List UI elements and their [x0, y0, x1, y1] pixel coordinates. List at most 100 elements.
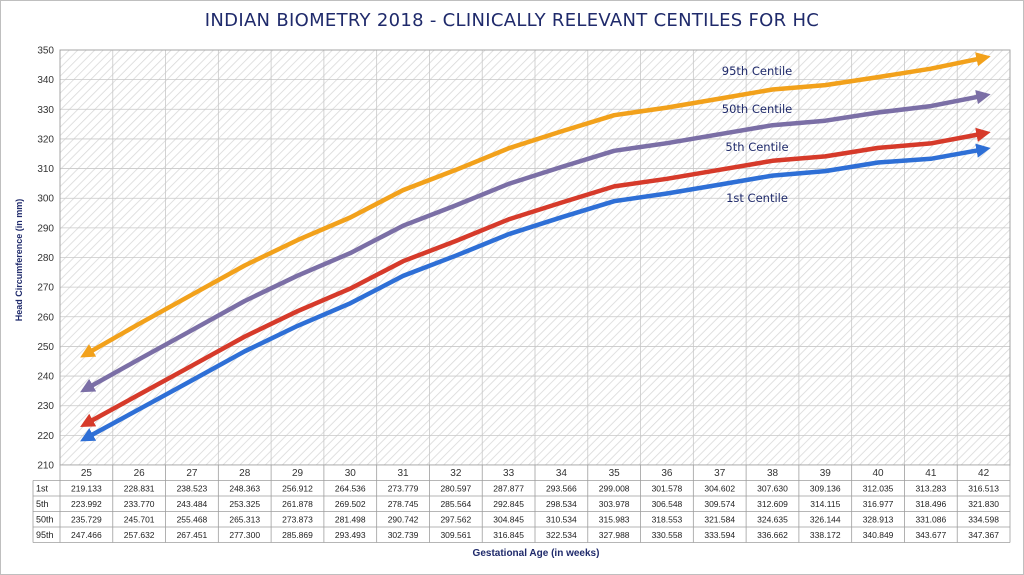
- x-tick-label-33: 33: [503, 468, 515, 479]
- table-cell-50th-37: 321.584: [704, 515, 735, 525]
- series-label-5th: 5th Centile: [725, 140, 788, 154]
- table-cell-50th-29: 273.873: [282, 515, 313, 525]
- table-cell-5th-28: 253.325: [229, 499, 260, 509]
- table-cell-1st-25: 219.133: [71, 484, 102, 494]
- y-tick-label-270: 270: [37, 283, 54, 294]
- x-tick-label-39: 39: [820, 468, 832, 479]
- table-row-label-5th: 5th: [36, 499, 49, 509]
- table-cell-50th-31: 290.742: [388, 515, 419, 525]
- table-cell-1st-38: 307.630: [757, 484, 788, 494]
- table-cell-5th-30: 269.502: [335, 499, 366, 509]
- table-cell-1st-33: 287.877: [493, 484, 524, 494]
- x-tick-label-38: 38: [767, 468, 779, 479]
- y-tick-label-330: 330: [37, 105, 54, 116]
- series-line-95th: [80, 52, 991, 358]
- table-cell-95th-27: 267.451: [177, 530, 208, 540]
- table-cell-5th-36: 306.548: [652, 499, 683, 509]
- table-cell-5th-27: 243.484: [177, 499, 208, 509]
- y-tick-label-290: 290: [37, 223, 54, 234]
- y-tick-label-300: 300: [37, 194, 54, 205]
- table-cell-50th-26: 245.701: [124, 515, 155, 525]
- y-tick-label-250: 250: [37, 342, 54, 353]
- y-tick-label-280: 280: [37, 253, 54, 264]
- table-cell-1st-37: 304.602: [704, 484, 735, 494]
- x-tick-label-40: 40: [872, 468, 884, 479]
- table-row-label-95th: 95th: [36, 530, 54, 540]
- table-cell-5th-35: 303.978: [599, 499, 630, 509]
- table-cell-5th-42: 321.830: [968, 499, 999, 509]
- table-cell-95th-42: 347.367: [968, 530, 999, 540]
- table-cell-95th-38: 336.662: [757, 530, 788, 540]
- table-cell-5th-38: 312.609: [757, 499, 788, 509]
- y-tick-label-220: 220: [37, 431, 54, 442]
- y-tick-label-240: 240: [37, 372, 54, 383]
- table-cell-95th-31: 302.739: [388, 530, 419, 540]
- table-cell-50th-38: 324.635: [757, 515, 788, 525]
- x-tick-label-29: 29: [292, 468, 304, 479]
- table-cell-95th-29: 285.869: [282, 530, 313, 540]
- table-cell-1st-27: 238.523: [177, 484, 208, 494]
- table-cell-1st-40: 312.035: [863, 484, 894, 494]
- x-tick-label-42: 42: [978, 468, 990, 479]
- table-cell-1st-31: 273.779: [388, 484, 419, 494]
- table-cell-1st-26: 228.831: [124, 484, 155, 494]
- x-tick-label-30: 30: [345, 468, 357, 479]
- table-cell-50th-41: 331.086: [915, 515, 946, 525]
- table-cell-1st-36: 301.578: [652, 484, 683, 494]
- table-cell-5th-37: 309.574: [704, 499, 735, 509]
- table-cell-50th-40: 328.913: [863, 515, 894, 525]
- x-tick-label-36: 36: [661, 468, 673, 479]
- table-cell-1st-30: 264.536: [335, 484, 366, 494]
- x-tick-label-34: 34: [556, 468, 568, 479]
- table-cell-50th-36: 318.553: [652, 515, 683, 525]
- table-cell-95th-28: 277.300: [229, 530, 260, 540]
- x-tick-label-41: 41: [925, 468, 937, 479]
- chart-title: INDIAN BIOMETRY 2018 - CLINICALLY RELEVA…: [204, 10, 820, 31]
- table-cell-50th-39: 326.144: [810, 515, 841, 525]
- table-cell-95th-39: 338.172: [810, 530, 841, 540]
- table-cell-95th-35: 327.988: [599, 530, 630, 540]
- table-cell-95th-40: 340.849: [863, 530, 894, 540]
- table-cell-95th-36: 330.558: [652, 530, 683, 540]
- y-axis-ticks: 210 220 230 240 250 260 270 280 290 300 310 320 330 3…: [37, 46, 54, 472]
- x-tick-label-32: 32: [450, 468, 462, 479]
- table-cell-1st-41: 313.283: [915, 484, 946, 494]
- y-tick-label-210: 210: [37, 461, 54, 472]
- table-cell-5th-39: 314.115: [810, 499, 840, 509]
- table-cell-50th-28: 265.313: [229, 515, 260, 525]
- x-tick-label-26: 26: [134, 468, 146, 479]
- table-cell-1st-42: 316.513: [968, 484, 999, 494]
- table-cell-5th-34: 298.534: [546, 499, 577, 509]
- y-axis-label: Head Circumference (in mm): [14, 199, 24, 322]
- series-label-50th: 50th Centile: [722, 102, 792, 116]
- y-tick-label-320: 320: [37, 134, 54, 145]
- x-tick-label-28: 28: [239, 468, 251, 479]
- table-cell-95th-34: 322.534: [546, 530, 577, 540]
- x-tick-label-25: 25: [81, 468, 93, 479]
- y-tick-label-230: 230: [37, 401, 54, 412]
- series-label-95th: 95th Centile: [722, 64, 792, 78]
- data-table: 25 26 27 28 29 30 31 32 33 34 35 36 37 38 39 40 41 42 1st 2…: [32, 464, 1011, 543]
- table-cell-5th-31: 278.745: [388, 499, 419, 509]
- table-cell-50th-33: 304.845: [493, 515, 524, 525]
- table-cell-95th-37: 333.594: [704, 530, 735, 540]
- table-cell-95th-32: 309.561: [440, 530, 471, 540]
- table-cell-5th-32: 285.564: [440, 499, 471, 509]
- table-cell-5th-29: 261.878: [282, 499, 313, 509]
- table-cell-1st-34: 293.566: [546, 484, 577, 494]
- table-cell-5th-26: 233.770: [124, 499, 155, 509]
- table-cell-50th-30: 281.498: [335, 515, 366, 525]
- table-cell-95th-25: 247.466: [71, 530, 102, 540]
- table-cell-5th-33: 292.845: [493, 499, 524, 509]
- table-cell-5th-25: 223.992: [71, 499, 102, 509]
- x-tick-label-35: 35: [609, 468, 621, 479]
- table-cell-50th-34: 310.534: [546, 515, 577, 525]
- table-cell-95th-33: 316.845: [493, 530, 524, 540]
- series-lines: 1st Centile 5th Centile 50th Centile 95th C…: [80, 52, 991, 442]
- table-cell-50th-32: 297.562: [440, 515, 471, 525]
- table-cell-95th-26: 257.632: [124, 530, 155, 540]
- y-tick-label-260: 260: [37, 312, 54, 323]
- table-cell-5th-41: 318.496: [915, 499, 946, 509]
- y-tick-label-310: 310: [37, 164, 54, 175]
